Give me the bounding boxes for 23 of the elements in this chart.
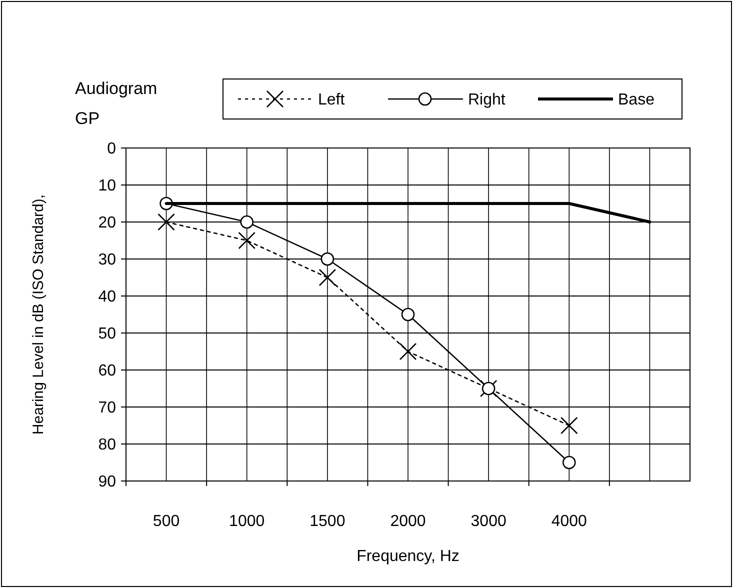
x-tick-label: 2000 <box>390 513 426 530</box>
chart-subtitle: GP <box>75 109 100 128</box>
y-tick-label: 70 <box>98 400 116 417</box>
y-tick-label: 0 <box>107 140 116 158</box>
legend-label: Right <box>468 92 506 109</box>
x-tick-label: 1000 <box>229 513 265 530</box>
y-tick-label: 10 <box>98 178 116 195</box>
x-tick-label: 500 <box>152 513 180 530</box>
chart-title: Audiogram <box>75 79 158 98</box>
legend-label: Left <box>318 92 346 109</box>
y-tick-label: 50 <box>98 326 116 343</box>
x-axis-title: Frequency, Hz <box>356 548 460 565</box>
legend-label: Base <box>618 92 655 109</box>
y-tick-label: 80 <box>98 436 116 454</box>
y-tick-label: 90 <box>98 474 116 491</box>
y-tick-label: 40 <box>98 288 116 306</box>
y-tick-label: 30 <box>98 252 116 269</box>
y-tick-label: 20 <box>98 214 116 232</box>
y-tick-label: 60 <box>98 362 116 380</box>
y-axis-title: Hearing Level in dB (ISO Standard), <box>30 194 47 435</box>
x-tick-label: 3000 <box>470 513 506 530</box>
x-tick-label: 4000 <box>551 513 588 530</box>
x-tick-label: 1500 <box>310 513 346 530</box>
